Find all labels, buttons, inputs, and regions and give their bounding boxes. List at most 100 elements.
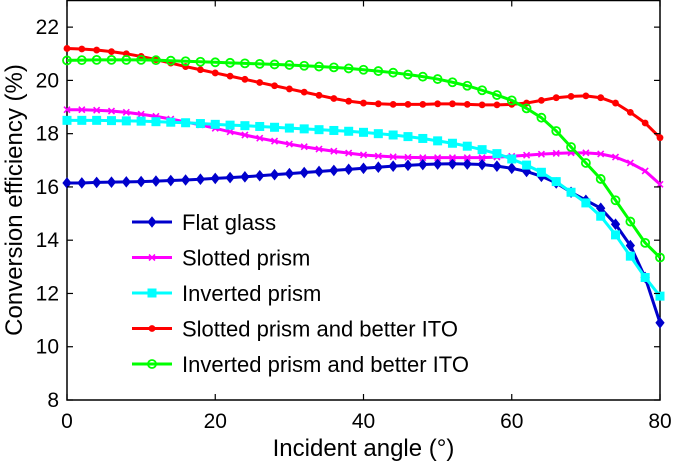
data-point-inverted-prism xyxy=(536,167,546,177)
data-point-slotted-prism xyxy=(315,145,323,153)
data-point-inverted-prism xyxy=(507,154,517,164)
data-point-flat-glass xyxy=(240,171,250,183)
data-point-slotted-prism-and-better-ito xyxy=(197,66,204,74)
series-layer xyxy=(62,45,665,329)
legend-label: Inverted prism xyxy=(182,281,321,306)
legend-marker xyxy=(147,216,157,228)
data-point-flat-glass xyxy=(432,158,443,170)
data-point-inverted-prism-and-better-ito xyxy=(417,71,428,82)
data-point-inverted-prism-and-better-ito xyxy=(180,56,191,67)
data-point-slotted-prism xyxy=(374,152,382,160)
data-point-flat-glass xyxy=(344,163,354,176)
data-point-slotted-prism-and-better-ito xyxy=(63,45,71,52)
data-point-flat-glass xyxy=(462,158,472,170)
y-tick-label: 8 xyxy=(47,389,59,412)
legend-item-inverted-prism: Inverted prism xyxy=(132,281,321,306)
legend-item-inverted-prism-and-better-ito: Inverted prism and better ITO xyxy=(132,352,469,377)
data-point-inverted-prism xyxy=(151,117,161,127)
data-point-flat-glass xyxy=(121,176,131,188)
y-tick-label: 10 xyxy=(36,336,59,359)
data-point-inverted-prism-and-better-ito xyxy=(151,55,161,66)
data-point-inverted-prism xyxy=(195,119,205,129)
data-point-flat-glass xyxy=(151,175,161,187)
data-point-slotted-prism xyxy=(523,151,531,159)
data-point-flat-glass xyxy=(477,158,487,171)
x-tick-label: 40 xyxy=(352,410,375,433)
data-point-inverted-prism-and-better-ito xyxy=(343,63,354,74)
y-axis-title: Conversion efficiency (%) xyxy=(1,64,28,336)
data-point-slotted-prism xyxy=(552,149,560,157)
series-inverted-prism xyxy=(62,115,665,301)
data-point-flat-glass xyxy=(492,160,502,172)
data-point-slotted-prism xyxy=(330,147,338,155)
data-point-slotted-prism-and-better-ito xyxy=(256,79,264,86)
data-point-inverted-prism-and-better-ito xyxy=(239,58,250,69)
data-point-inverted-prism xyxy=(77,115,87,125)
data-point-slotted-prism xyxy=(226,128,234,136)
x-tick-label: 60 xyxy=(500,410,523,433)
data-point-inverted-prism-and-better-ito xyxy=(106,54,117,65)
data-point-inverted-prism xyxy=(492,149,502,159)
data-point-inverted-prism xyxy=(611,230,621,240)
data-point-flat-glass xyxy=(388,160,398,172)
data-point-inverted-prism-and-better-ito xyxy=(521,103,532,114)
data-point-slotted-prism-and-better-ito xyxy=(285,85,293,93)
data-point-inverted-prism-and-better-ito xyxy=(462,80,473,91)
data-point-slotted-prism xyxy=(656,180,664,188)
data-point-inverted-prism-and-better-ito xyxy=(477,85,488,96)
data-point-inverted-prism-and-better-ito xyxy=(76,55,87,66)
data-point-slotted-prism xyxy=(626,159,634,167)
data-point-inverted-prism xyxy=(625,251,635,261)
data-point-slotted-prism-and-better-ito xyxy=(641,119,649,127)
data-point-inverted-prism-and-better-ito xyxy=(269,59,280,70)
data-point-inverted-prism xyxy=(106,116,116,126)
data-point-slotted-prism-and-better-ito xyxy=(463,100,471,108)
data-point-inverted-prism xyxy=(166,117,176,127)
data-point-flat-glass xyxy=(373,161,383,174)
data-point-inverted-prism-and-better-ito xyxy=(373,66,384,76)
data-point-inverted-prism-and-better-ito xyxy=(284,60,295,70)
data-point-inverted-prism-and-better-ito xyxy=(195,56,206,67)
data-point-inverted-prism xyxy=(314,125,324,135)
data-point-slotted-prism xyxy=(434,154,442,162)
data-point-flat-glass xyxy=(655,316,665,329)
legend-label: Slotted prism xyxy=(182,246,310,271)
data-point-slotted-prism xyxy=(63,106,71,114)
data-point-inverted-prism-and-better-ito xyxy=(655,252,665,263)
data-point-inverted-prism xyxy=(240,121,250,131)
data-point-slotted-prism-and-better-ito xyxy=(626,108,634,116)
data-point-inverted-prism xyxy=(477,145,487,155)
data-point-flat-glass xyxy=(136,175,146,188)
data-point-inverted-prism-and-better-ito xyxy=(225,57,235,68)
data-point-flat-glass xyxy=(299,166,309,179)
data-point-slotted-prism-and-better-ito xyxy=(345,97,353,105)
data-point-slotted-prism-and-better-ito xyxy=(226,72,234,80)
data-point-inverted-prism-and-better-ito xyxy=(432,74,443,84)
data-point-slotted-prism-and-better-ito xyxy=(552,94,560,102)
data-point-slotted-prism xyxy=(93,106,101,114)
data-point-slotted-prism xyxy=(300,143,308,151)
legend-label: Inverted prism and better ITO xyxy=(182,352,469,377)
data-point-inverted-prism xyxy=(388,130,398,140)
data-point-inverted-prism xyxy=(581,198,591,208)
data-point-slotted-prism-and-better-ito xyxy=(374,100,382,108)
data-point-flat-glass xyxy=(625,239,635,252)
data-point-slotted-prism xyxy=(241,131,249,139)
plot-area xyxy=(66,0,661,401)
data-point-slotted-prism xyxy=(582,149,590,157)
data-point-flat-glass xyxy=(180,174,191,186)
data-point-flat-glass xyxy=(195,173,206,186)
data-point-flat-glass xyxy=(225,171,235,184)
data-point-slotted-prism xyxy=(78,106,86,114)
data-point-slotted-prism xyxy=(122,108,130,116)
data-point-flat-glass xyxy=(314,165,324,178)
data-point-slotted-prism-and-better-ito xyxy=(78,45,86,53)
legend-item-slotted-prism: Slotted prism xyxy=(132,246,310,271)
legend-label: Flat glass xyxy=(182,210,276,235)
data-point-inverted-prism xyxy=(655,291,665,301)
data-point-inverted-prism xyxy=(373,129,383,139)
data-point-slotted-prism xyxy=(404,153,412,161)
data-point-inverted-prism-and-better-ito xyxy=(403,69,413,80)
x-tick-label: 20 xyxy=(204,410,227,433)
data-point-inverted-prism xyxy=(62,115,72,125)
